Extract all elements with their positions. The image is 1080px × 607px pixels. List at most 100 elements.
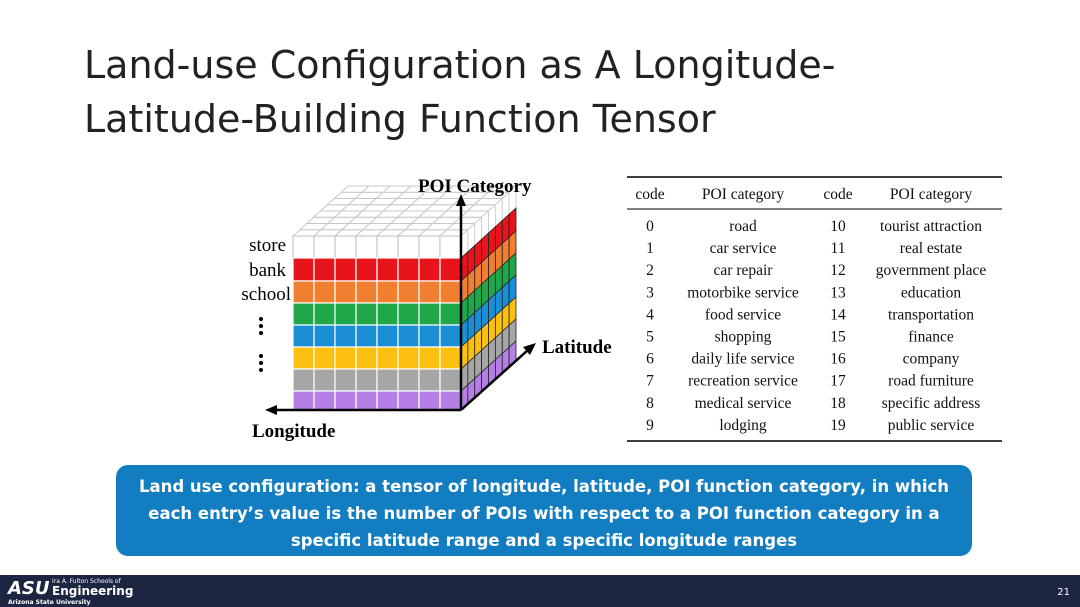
cube-cell (334, 235, 357, 259)
callout-text: Land use configuration: a tensor of long… (139, 477, 949, 496)
cube-cell (418, 324, 441, 348)
table-cell: 9 (646, 417, 654, 434)
cube-cell (376, 346, 399, 370)
cube-cell (397, 235, 420, 259)
cube-cell (397, 280, 420, 304)
university: Arizona State University (8, 599, 91, 606)
table-cell: 3 (646, 284, 654, 301)
cube-cell (397, 302, 420, 326)
table-cell: car service (710, 240, 777, 257)
row-label: school (241, 284, 291, 305)
cube-cell (376, 257, 399, 282)
table-cell: 4 (646, 306, 654, 323)
cube-cell (313, 302, 336, 326)
table-cell: finance (908, 329, 954, 346)
title-line: Land-use Configuration as A Longitude- (84, 43, 835, 87)
school-line: Ira A. Fulton Schools of (52, 578, 122, 585)
cube-cell (292, 235, 315, 259)
table-cell: food service (705, 306, 781, 323)
footer-bar (0, 575, 1080, 607)
page-number: 21 (1057, 587, 1070, 598)
cube-cell (334, 346, 357, 370)
callout-text: each entry’s value is the number of POIs… (148, 504, 939, 523)
cube-cell (355, 368, 378, 392)
cube-cell (292, 390, 315, 411)
table-cell: 12 (830, 262, 846, 279)
table-cell: 10 (830, 218, 846, 235)
table-cell: 19 (830, 417, 846, 434)
cube-cell (376, 390, 399, 411)
cube-cell (292, 346, 315, 370)
cube-cell (313, 346, 336, 370)
cube-cell (376, 324, 399, 348)
table-cell: 11 (831, 240, 846, 257)
axes (265, 194, 536, 415)
table-cell: tourist attraction (880, 218, 982, 235)
cube-cell (313, 235, 336, 259)
cube-cell (313, 257, 336, 282)
table-cell: lodging (719, 417, 767, 434)
cube-cell (418, 280, 441, 304)
table-cell: specific address (882, 395, 981, 412)
cube-cell (355, 302, 378, 326)
table: code POI category code POI category 0 road 10 t… (627, 176, 1002, 442)
arrow-head (523, 343, 536, 355)
cube-cell (292, 257, 315, 282)
table-cell: 5 (646, 329, 654, 346)
table-cell: 15 (830, 329, 846, 346)
table-header: code (823, 186, 852, 203)
cube-cell (418, 302, 441, 326)
school: Engineering (52, 584, 133, 598)
arrow-head (265, 405, 277, 415)
table-cell: 18 (830, 395, 846, 412)
table-cell: 0 (646, 218, 654, 235)
table-cell: recreation service (688, 373, 798, 390)
table-cell: road furniture (888, 373, 974, 390)
cube-cell (313, 368, 336, 392)
table-cell: 14 (830, 306, 846, 323)
cube-cell (292, 324, 315, 348)
cube-cell (292, 368, 315, 392)
cube-cell (313, 324, 336, 348)
cube-cell (397, 390, 420, 411)
table-cell: road (729, 218, 757, 235)
cube-cell (439, 257, 462, 282)
cube-cell (376, 235, 399, 259)
cube-cell (397, 324, 420, 348)
cube-cell (439, 324, 462, 348)
ellipsis (259, 317, 263, 372)
cube-cell (334, 280, 357, 304)
cube-cell (355, 280, 378, 304)
cube-cell (439, 280, 462, 304)
table-cell: 6 (646, 351, 654, 368)
callout-box (116, 465, 972, 556)
axis-label: Latitude (542, 337, 612, 358)
cube-cell (439, 368, 462, 392)
axis-label: Longitude (252, 421, 335, 442)
table-cell: education (901, 284, 962, 301)
cube-cell (376, 368, 399, 392)
cube-cell (313, 390, 336, 411)
cube-cell (334, 302, 357, 326)
axis-line (460, 349, 529, 411)
cube-cell (418, 346, 441, 370)
cube-cell (355, 390, 378, 411)
table-cell: shopping (715, 329, 772, 346)
table-header: code (635, 186, 664, 203)
cube-cell (397, 346, 420, 370)
cube-cell (397, 368, 420, 392)
cube-cell (355, 257, 378, 282)
table-cell: car repair (714, 262, 774, 279)
cube-cell (313, 280, 336, 304)
table-cell: government place (876, 262, 987, 279)
table-cell: transportation (888, 306, 974, 323)
cube-cell (376, 302, 399, 326)
table-cell: public service (888, 417, 975, 434)
cube-cell (334, 390, 357, 411)
table-cell: 16 (830, 351, 846, 368)
cube-cell (376, 280, 399, 304)
table-cell: 1 (646, 240, 654, 257)
table-cell: 13 (830, 284, 846, 301)
table-cell: 2 (646, 262, 654, 279)
